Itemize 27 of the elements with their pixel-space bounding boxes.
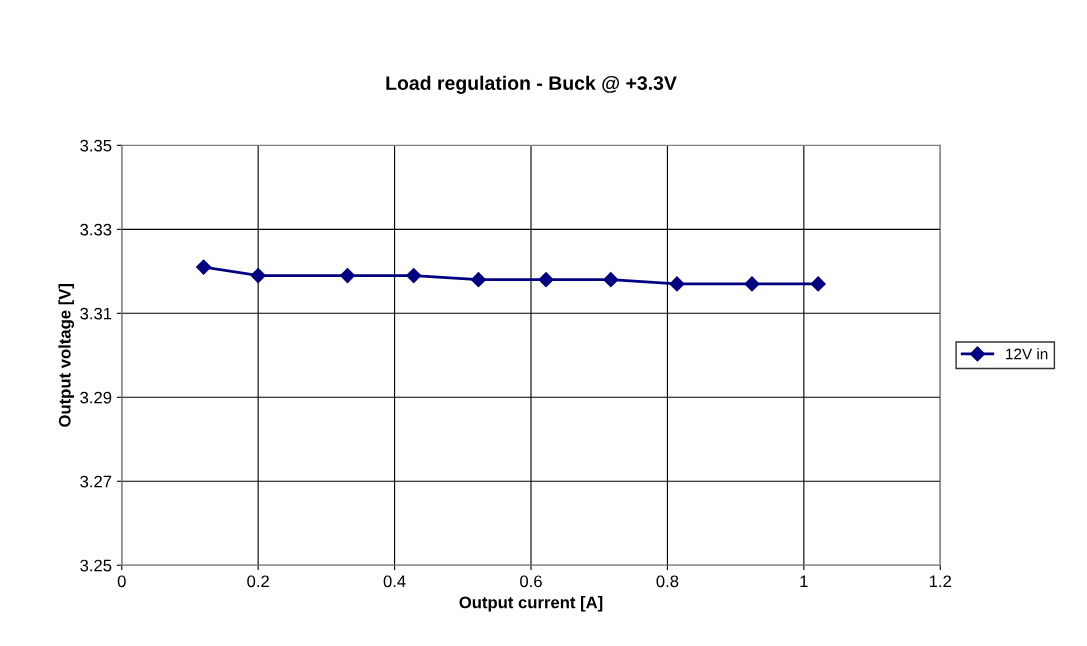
x-tick-label: 1.2 xyxy=(929,575,951,588)
chart-title: Load regulation - Buck @ +3.3V xyxy=(386,75,677,94)
point xyxy=(339,267,356,284)
point xyxy=(538,272,554,288)
legend-label: 12V in xyxy=(1006,348,1048,360)
x-tick-label: 1 xyxy=(800,575,808,588)
y-tick-label: 3.25 xyxy=(80,559,112,572)
point xyxy=(744,276,760,292)
x-tick-label: 0.2 xyxy=(247,575,269,588)
point xyxy=(470,272,487,288)
y-tick-label: 3.29 xyxy=(80,391,112,404)
x-tick-label: 0.8 xyxy=(656,575,679,588)
point xyxy=(810,276,826,292)
x-tick-label: 0.6 xyxy=(520,575,542,588)
y-tick-label: 3.33 xyxy=(80,223,112,236)
x-tick-label: 0.4 xyxy=(383,575,406,588)
point xyxy=(196,259,212,275)
point xyxy=(669,276,685,292)
x-tick-label: 0 xyxy=(117,575,126,588)
point xyxy=(406,267,422,284)
y-tick-label: 3.27 xyxy=(80,475,112,488)
y-axis-title: Output voltage [V] xyxy=(58,284,75,427)
point xyxy=(603,272,619,288)
point xyxy=(250,267,266,284)
x-axis-title: Output current [A] xyxy=(459,596,603,612)
y-tick-label: 3.31 xyxy=(80,307,112,320)
y-tick-label: 3.35 xyxy=(80,139,112,152)
